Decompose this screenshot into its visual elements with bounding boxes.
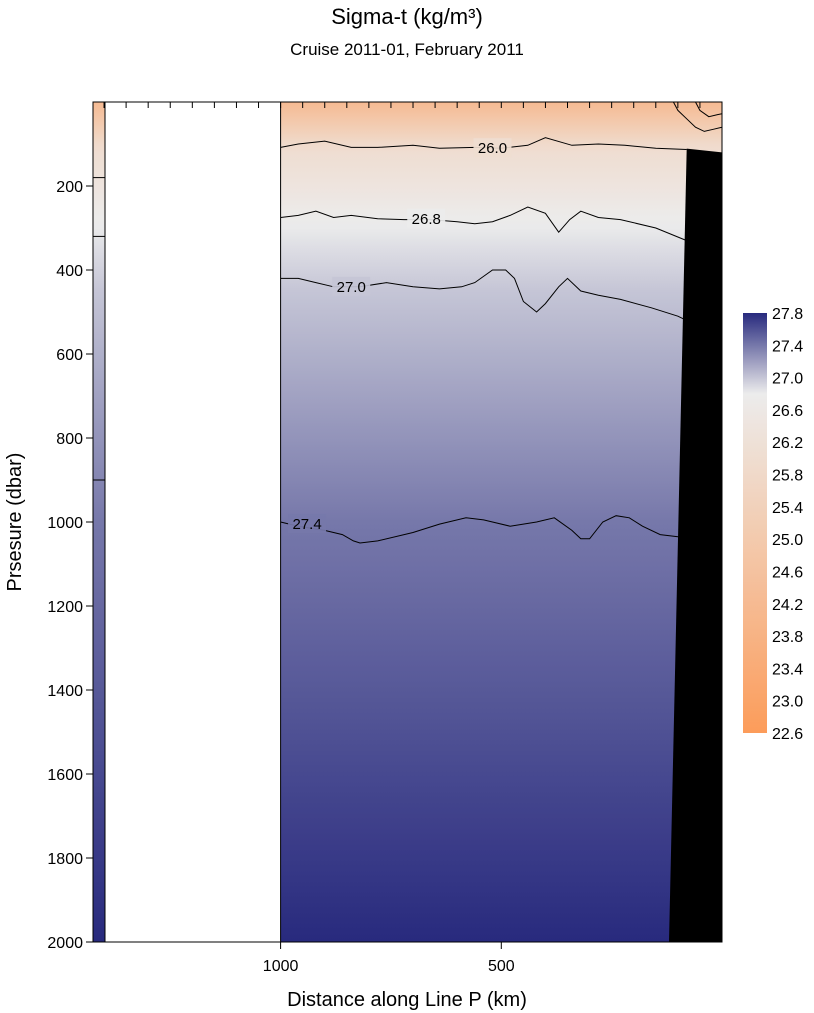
contour-label: 27.0 [337,279,366,296]
colorbar-scale [743,313,767,733]
y-tick-label: 1200 [47,599,83,616]
colorbar-tick-label: 27.0 [772,371,803,388]
no-data-region [104,102,282,942]
contour-line [695,102,722,118]
colorbar-tick-label: 23.0 [772,694,803,711]
y-tick-label: 1800 [47,851,83,868]
colorbar-tick-label: 26.6 [772,403,803,420]
chart-subtitle: Cruise 2011-01, February 2011 [290,40,524,59]
y-tick-label: 200 [56,179,83,196]
y-tick-label: 600 [56,347,83,364]
chart-title: Sigma-t (kg/m³) [331,4,483,29]
plot-area: 26.0 26.8 27.0 27.4 1000 500 200 400 600 800 1000 1… [47,101,723,975]
colorbar: 27.8 27.4 27.0 26.6 26.2 25.8 25.4 25.0 24.6 24.2… [743,306,803,743]
contour-label-backdrop [332,276,371,296]
colorbar-tick-label: 25.0 [772,532,803,549]
colorbar-tick-label: 27.4 [772,338,803,355]
x-tick-label: 500 [488,958,515,975]
x-axis-title: Distance along Line P (km) [287,989,527,1011]
y-tick-label: 1600 [47,767,83,784]
contour-label-backdrop [407,208,446,228]
y-tick-label: 1000 [47,515,83,532]
y-tick-label: 400 [56,263,83,280]
colorbar-tick-label: 27.8 [772,306,803,323]
y-tick-label: 2000 [47,935,83,952]
contour-line [672,102,722,132]
colorbar-tick-label: 25.4 [772,500,803,517]
colorbar-tick-label: 22.6 [772,726,803,743]
colorbar-tick-label: 23.4 [772,661,803,678]
colorbar-tick-label: 25.8 [772,468,803,485]
y-axis-title: Prsesure (dbar) [4,453,26,592]
colorbar-tick-label: 26.2 [772,435,803,452]
contour-label: 26.0 [478,140,507,157]
colorbar-tick-label: 23.8 [772,629,803,646]
x-tick-label: 1000 [263,958,299,975]
bathymetry [669,148,722,942]
y-tick-label: 800 [56,431,83,448]
colorbar-tick-label: 24.2 [772,597,803,614]
contour-label: 26.8 [412,211,441,228]
y-tick-label: 1400 [47,683,83,700]
contour-line [280,515,687,544]
contour-label-backdrop [288,514,327,534]
contour-label: 27.4 [292,516,321,533]
plot-clip-group: 26.0 26.8 27.0 27.4 [93,102,722,942]
contour-line [280,206,687,242]
contour-label-backdrop [473,138,512,158]
colorbar-tick-label: 24.6 [772,564,803,581]
